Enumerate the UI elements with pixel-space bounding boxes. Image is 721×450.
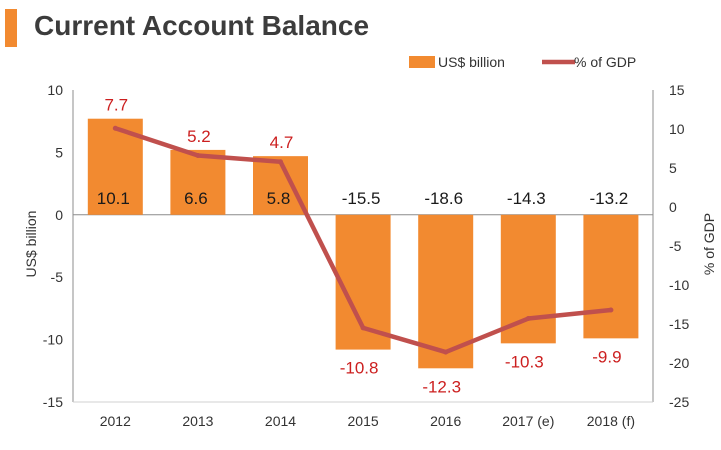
x-tick-label: 2018 (f) <box>587 413 635 429</box>
bar-2018-f <box>583 214 639 339</box>
title-accent-bar <box>5 9 17 47</box>
bar-value-label: -10.8 <box>340 359 379 378</box>
gdp-percent-point <box>278 159 283 165</box>
gdp-percent-point <box>195 153 201 159</box>
right-tick-label: 0 <box>669 199 677 215</box>
left-tick-label: 10 <box>47 82 63 98</box>
bar-value-label: -12.3 <box>422 377 461 396</box>
bar-value-label: -10.3 <box>505 352 544 371</box>
gdp-percent-point <box>360 325 366 331</box>
bar-value-label: 4.7 <box>270 133 294 152</box>
right-tick-label: 15 <box>669 82 685 98</box>
right-tick-label: -20 <box>669 355 689 371</box>
line-value-label: -18.6 <box>424 189 463 208</box>
bar-value-label: 7.7 <box>104 96 128 115</box>
line-value-label: -13.2 <box>590 189 629 208</box>
x-tick-label: 2017 (e) <box>502 413 554 429</box>
line-value-label: 10.1 <box>97 189 130 208</box>
chart-title: Current Account Balance <box>34 10 370 41</box>
right-tick-label: 5 <box>669 160 677 176</box>
x-tick-label: 2016 <box>430 413 461 429</box>
legend-line-label: % of GDP <box>574 54 636 70</box>
right-tick-label: -10 <box>669 277 689 293</box>
left-tick-label: -15 <box>43 394 63 410</box>
gdp-percent-point <box>608 307 614 313</box>
right-tick-label: 10 <box>669 121 685 137</box>
right-tick-label: -25 <box>669 394 689 410</box>
gdp-percent-point <box>525 316 531 322</box>
x-tick-label: 2014 <box>265 413 296 429</box>
x-tick-label: 2012 <box>100 413 131 429</box>
right-tick-label: -15 <box>669 316 689 332</box>
bar-value-label: -9.9 <box>592 347 621 366</box>
left-tick-label: 0 <box>55 207 63 223</box>
right-axis-title: % of GDP <box>701 213 717 275</box>
right-tick-label: -5 <box>669 238 682 254</box>
line-value-label: -14.3 <box>507 189 546 208</box>
bar-2013 <box>170 149 226 215</box>
line-value-label: 6.6 <box>184 189 208 208</box>
gdp-percent-point <box>112 125 118 131</box>
x-tick-label: 2013 <box>182 413 213 429</box>
gdp-percent-point <box>443 349 449 355</box>
line-value-label: 5.8 <box>267 189 291 208</box>
x-tick-label: 2015 <box>348 413 379 429</box>
bar-value-label: 5.2 <box>187 127 211 146</box>
line-value-label: -15.5 <box>342 189 381 208</box>
legend-bar-label: US$ billion <box>438 54 505 70</box>
bar-2017-e <box>500 214 556 344</box>
left-tick-label: -5 <box>51 269 64 285</box>
left-tick-label: 5 <box>55 144 63 160</box>
left-tick-label: -10 <box>43 332 63 348</box>
legend-bar-swatch <box>409 56 435 68</box>
left-axis-title: US$ billion <box>23 211 39 278</box>
